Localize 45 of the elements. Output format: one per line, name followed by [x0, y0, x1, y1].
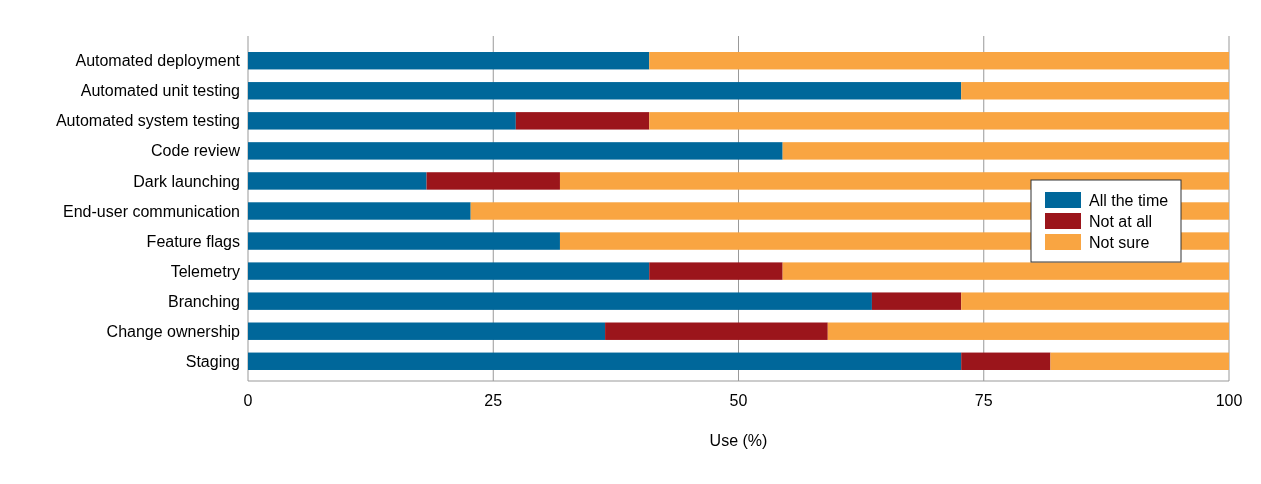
bar	[827, 322, 1229, 340]
bar	[248, 82, 962, 100]
bar	[871, 292, 962, 310]
y-tick-label: Code review	[151, 142, 241, 160]
y-tick-label: Branching	[167, 292, 240, 310]
y-tick-label: Feature flags	[146, 232, 240, 250]
bar	[961, 82, 1229, 100]
x-tick-label: 75	[974, 392, 993, 409]
y-tick-label: Automated system testing	[55, 112, 240, 130]
bar	[248, 172, 427, 190]
bar	[515, 112, 650, 130]
bar	[248, 112, 516, 130]
bar	[649, 112, 1229, 130]
bar	[1050, 352, 1229, 370]
y-tick-label: End-user communication	[63, 202, 240, 220]
bar	[248, 202, 471, 220]
legend-label: Not at all	[1089, 212, 1153, 230]
bar	[248, 232, 560, 250]
bar	[248, 352, 962, 370]
x-tick-label: 100	[1215, 392, 1243, 409]
y-tick-label: Staging	[185, 352, 240, 370]
bar	[248, 292, 872, 310]
x-tick-label: 0	[243, 392, 253, 409]
bar	[248, 142, 783, 160]
bar	[782, 262, 1229, 280]
bar	[426, 172, 560, 190]
bar	[248, 262, 650, 280]
bar	[961, 292, 1229, 310]
x-tick-label: 25	[484, 392, 503, 409]
bar	[248, 322, 606, 340]
y-tick-label: Automated unit testing	[80, 82, 240, 100]
legend-label: All the time	[1089, 191, 1169, 209]
y-tick-label: Automated deployment	[75, 52, 241, 70]
bar	[782, 142, 1229, 160]
legend-label: Not sure	[1089, 233, 1150, 251]
y-tick-label: Dark launching	[133, 172, 240, 190]
x-axis-title: Use (%)	[709, 432, 768, 449]
y-tick-label: Change ownership	[106, 322, 241, 340]
bar	[649, 52, 1229, 70]
bar	[248, 52, 650, 70]
y-tick-label: Telemetry	[170, 262, 240, 280]
bar	[605, 322, 828, 340]
x-tick-label: 50	[729, 392, 748, 409]
bar	[649, 262, 783, 280]
bar	[961, 352, 1051, 370]
